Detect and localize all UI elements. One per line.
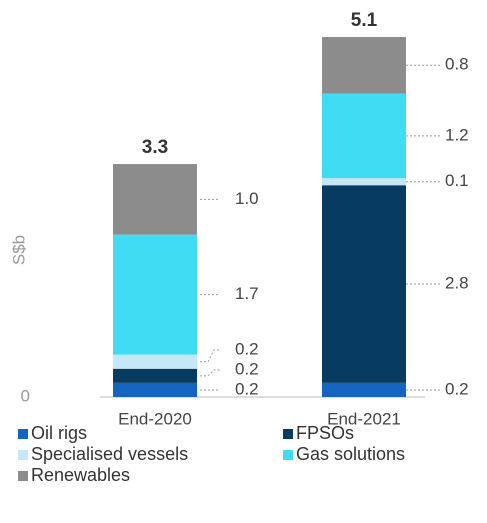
bar-segment: [113, 382, 197, 397]
legend-swatch: [18, 429, 28, 439]
data-label: 1.0: [235, 189, 259, 208]
legend-label: Renewables: [31, 465, 130, 485]
total-label: 3.3: [142, 137, 168, 158]
x-tick-label: End-2021: [327, 409, 401, 428]
bar-segment: [322, 37, 406, 94]
bar-segment: [113, 368, 197, 383]
legend-label: Oil rigs: [31, 423, 87, 443]
bar-segment: [113, 164, 197, 235]
leader-line: [200, 369, 220, 377]
legend-swatch: [283, 429, 293, 439]
data-label: 0.2: [235, 379, 259, 398]
bar-segment: [322, 185, 406, 383]
legend-label: Specialised vessels: [31, 444, 188, 464]
data-label: 0.2: [235, 359, 259, 378]
data-label: 0.8: [445, 55, 469, 74]
data-label: 1.2: [445, 125, 469, 144]
data-label: 0.2: [235, 339, 259, 358]
bar-segment: [113, 354, 197, 369]
data-label: 1.7: [235, 284, 259, 303]
legend-swatch: [283, 450, 293, 460]
legend-swatch: [18, 471, 28, 481]
x-tick-label: End-2020: [118, 409, 192, 428]
bar-segment: [322, 178, 406, 186]
data-label: 0.2: [445, 379, 469, 398]
total-label: 5.1: [351, 10, 378, 31]
bar-segment: [113, 234, 197, 355]
leader-line: [200, 349, 220, 363]
y-tick-label: 0: [21, 386, 30, 405]
y-axis-label: S$b: [9, 235, 28, 265]
legend-label: Gas solutions: [296, 444, 405, 464]
legend-label: FPSOs: [296, 423, 354, 443]
legend-swatch: [18, 450, 28, 460]
data-label: 0.1: [445, 171, 469, 190]
bar-segment: [322, 382, 406, 397]
bar-segment: [322, 93, 406, 179]
data-label: 2.8: [445, 274, 469, 293]
